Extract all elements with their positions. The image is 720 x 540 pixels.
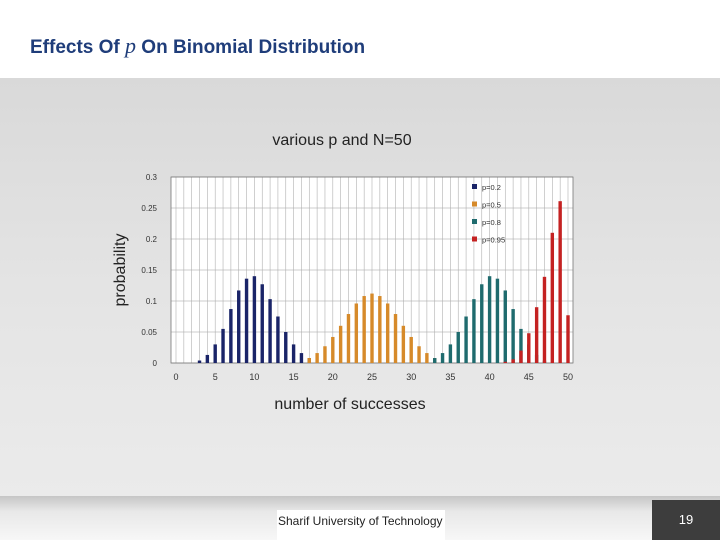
bar <box>527 333 531 363</box>
bar-series <box>197 201 570 363</box>
binomial-bar-chart: 0 0.05 0.1 0.15 0.2 0.25 0.3 0 5 10 15 20 25 30 35 40 4… <box>112 132 574 413</box>
bar <box>393 314 398 363</box>
bar <box>550 232 555 363</box>
legend-label: p=0.8 <box>482 218 501 227</box>
x-tick-label: 15 <box>289 372 299 382</box>
bar <box>229 309 233 363</box>
bar <box>566 315 570 363</box>
bar <box>534 307 539 363</box>
chart-area: 0 0.05 0.1 0.15 0.2 0.25 0.3 0 5 10 15 20 25 30 35 40 4… <box>100 120 590 420</box>
y-axis-label: probability <box>112 234 129 307</box>
x-tick-label: 5 <box>213 372 218 382</box>
bar <box>456 332 460 363</box>
bar <box>276 316 280 363</box>
x-tick-labels: 0 5 10 15 20 25 30 35 40 45 50 <box>173 372 573 382</box>
bar <box>299 353 304 363</box>
bar <box>315 353 319 363</box>
bar <box>197 360 202 363</box>
bar <box>487 276 492 363</box>
y-tick-labels: 0 0.05 0.1 0.15 0.2 0.25 0.3 <box>141 173 157 368</box>
legend: p=0.2 p=0.5 p=0.8 p=0.95 <box>472 183 505 245</box>
bar <box>503 361 507 363</box>
bar <box>378 296 382 363</box>
bar <box>519 350 523 363</box>
bar <box>425 353 429 363</box>
bar <box>401 325 406 363</box>
x-tick-label: 20 <box>328 372 338 382</box>
bar <box>244 278 249 363</box>
legend-label: p=0.95 <box>482 236 505 245</box>
legend-swatch <box>472 184 477 189</box>
x-tick-label: 40 <box>485 372 495 382</box>
y-tick-label: 0.3 <box>146 173 158 182</box>
page-number-box <box>652 500 720 540</box>
footer-institution: Sharif University of Technology <box>278 514 443 528</box>
page-number: 19 <box>678 512 694 527</box>
bar <box>558 201 562 363</box>
slide-title: Effects Of p On Binomial Distribution <box>30 33 365 59</box>
legend-label: p=0.5 <box>482 201 501 210</box>
bar <box>480 284 484 363</box>
x-tick-label: 25 <box>367 372 377 382</box>
bar <box>464 316 468 363</box>
y-tick-label: 0 <box>153 359 158 368</box>
bar <box>346 314 351 363</box>
title-bar <box>0 0 720 78</box>
x-tick-label: 10 <box>249 372 259 382</box>
bar <box>542 276 547 363</box>
title-prefix: Effects Of <box>30 37 126 58</box>
bar <box>307 358 311 363</box>
bar <box>213 344 217 363</box>
bar <box>433 358 437 363</box>
y-tick-label: 0.1 <box>146 297 158 306</box>
bar <box>260 284 264 363</box>
bar <box>511 309 515 363</box>
x-tick-label: 35 <box>445 372 455 382</box>
bar <box>503 290 507 363</box>
bar <box>354 303 359 363</box>
bar <box>440 353 445 363</box>
bar <box>205 354 210 363</box>
legend-label: p=0.2 <box>482 183 501 192</box>
y-tick-label: 0.25 <box>141 204 157 213</box>
y-tick-label: 0.15 <box>141 266 157 275</box>
bar <box>323 346 327 363</box>
legend-swatch <box>472 201 477 207</box>
bar <box>338 325 343 363</box>
bar <box>409 336 413 363</box>
bar <box>221 328 225 363</box>
bar <box>370 293 374 363</box>
legend-swatch <box>472 236 477 242</box>
bar <box>519 328 523 363</box>
bar <box>385 303 390 363</box>
bar <box>331 336 335 363</box>
bar <box>284 332 288 363</box>
x-tick-label: 45 <box>524 372 534 382</box>
chart-title: various p and N=50 <box>272 132 411 149</box>
x-axis-label: number of successes <box>274 396 425 413</box>
bar <box>417 346 421 363</box>
bar <box>448 344 453 363</box>
x-tick-label: 30 <box>406 372 416 382</box>
bar <box>495 278 500 363</box>
bar <box>472 299 476 363</box>
x-tick-label: 50 <box>563 372 573 382</box>
bar <box>511 359 515 363</box>
bar <box>291 344 296 363</box>
title-suffix: On Binomial Distribution <box>136 37 366 58</box>
bar <box>237 290 241 363</box>
title-variable: p <box>125 33 137 58</box>
bar <box>362 296 366 363</box>
legend-swatch <box>472 219 477 224</box>
y-tick-label: 0.2 <box>146 235 158 244</box>
bar <box>268 299 272 363</box>
bar <box>252 276 257 363</box>
y-tick-label: 0.05 <box>141 328 157 337</box>
footer-label-box <box>277 510 445 540</box>
x-tick-label: 0 <box>173 372 178 382</box>
